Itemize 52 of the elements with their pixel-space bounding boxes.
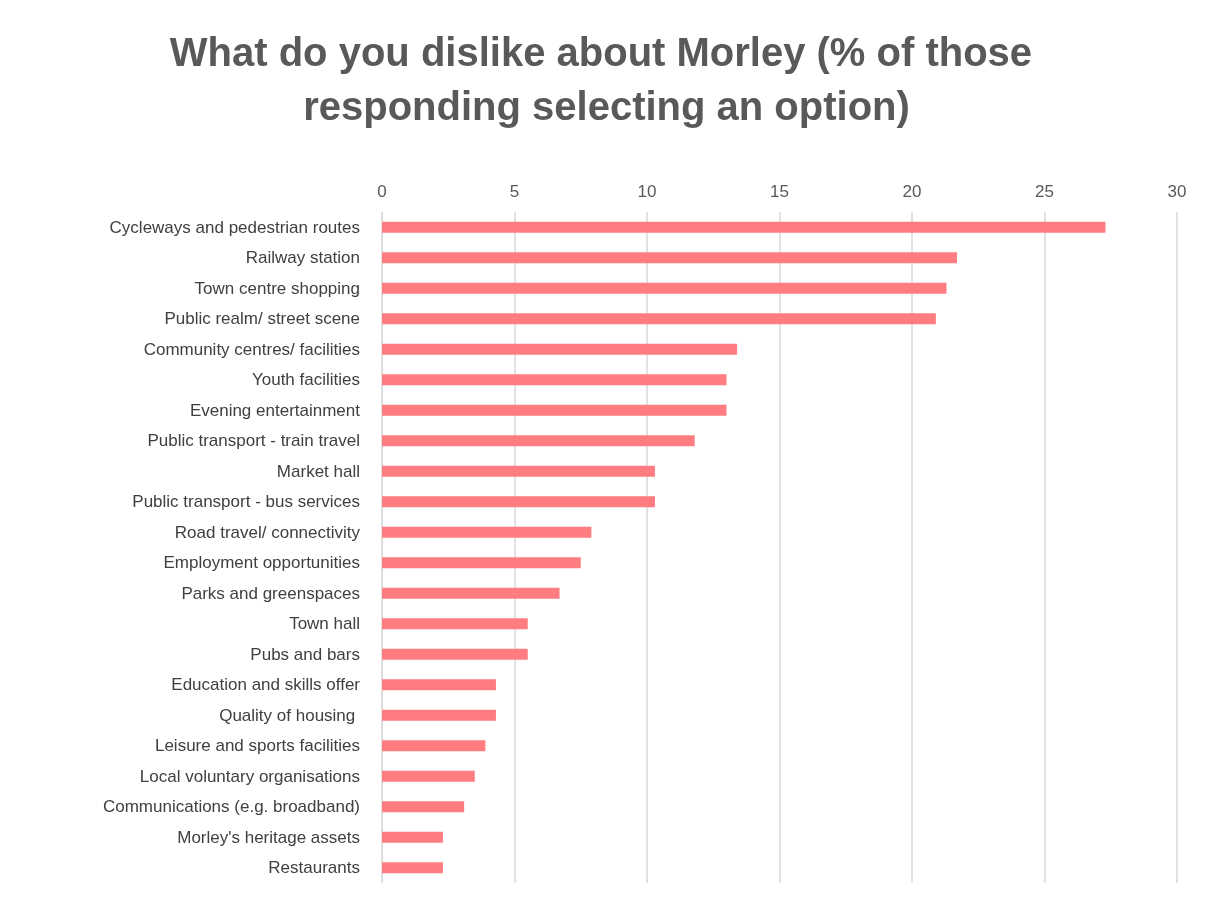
bar	[382, 648, 528, 660]
bar	[382, 282, 947, 294]
bar	[382, 679, 496, 691]
y-tick-label: Evening entertainment	[189, 400, 361, 420]
y-tick-label: Market hall	[276, 461, 360, 481]
y-tick-label: Town centre shopping	[194, 278, 360, 298]
bar	[382, 313, 936, 325]
y-tick-label: Cycleways and pedestrian routes	[109, 217, 360, 237]
y-tick-label: Quality of housing	[219, 705, 360, 725]
y-tick-label: Employment opportunities	[163, 553, 360, 573]
bar	[382, 618, 528, 630]
x-tick-label: 30	[1167, 182, 1187, 201]
bar	[382, 801, 465, 813]
y-tick-label: Pubs and bars	[250, 644, 360, 664]
x-tick-label: 0	[377, 182, 387, 201]
x-tick-label: 25	[1035, 182, 1054, 201]
bar	[382, 374, 727, 386]
bar	[382, 404, 727, 416]
x-tick-label: 15	[770, 182, 789, 201]
y-tick-label: Town hall	[289, 614, 360, 634]
y-tick-label: Youth facilities	[251, 370, 360, 390]
bar	[382, 252, 958, 264]
bar	[382, 740, 486, 752]
y-tick-label: Railway station	[245, 248, 360, 268]
bar	[382, 557, 581, 569]
bar	[382, 709, 496, 721]
bar	[382, 831, 443, 843]
y-tick-label: Leisure and sports facilities	[154, 736, 360, 756]
bar	[382, 587, 560, 599]
y-tick-label: Morley's heritage assets	[177, 827, 360, 847]
x-tick-label: 5	[509, 182, 520, 201]
chart-title: What do you dislike about Morley (% of those responding selecting an option)	[169, 30, 1044, 128]
y-tick-label: Local voluntary organisations	[139, 766, 360, 786]
y-tick-label: Communications (e.g. broadband)	[102, 797, 360, 817]
y-tick-label: Public transport - bus services	[132, 492, 360, 512]
x-tick-label: 10	[637, 182, 657, 201]
x-tick-label: 20	[902, 182, 922, 201]
y-tick-label: Parks and greenspaces	[181, 583, 360, 603]
bar	[382, 862, 443, 874]
y-tick-label: Public transport - train travel	[147, 431, 360, 451]
bar	[382, 435, 695, 447]
y-tick-label: Road travel/ connectivity	[174, 522, 361, 542]
bar	[382, 221, 1106, 233]
y-tick-label: Community centres/ facilities	[143, 339, 360, 359]
bar	[382, 770, 475, 782]
y-tick-label: Education and skills offer	[171, 675, 361, 695]
bar	[382, 465, 655, 477]
bar	[382, 526, 592, 538]
bar	[382, 496, 655, 508]
bar	[382, 343, 738, 355]
y-tick-label: Restaurants	[268, 858, 360, 878]
y-tick-label: Public realm/ street scene	[164, 309, 360, 329]
